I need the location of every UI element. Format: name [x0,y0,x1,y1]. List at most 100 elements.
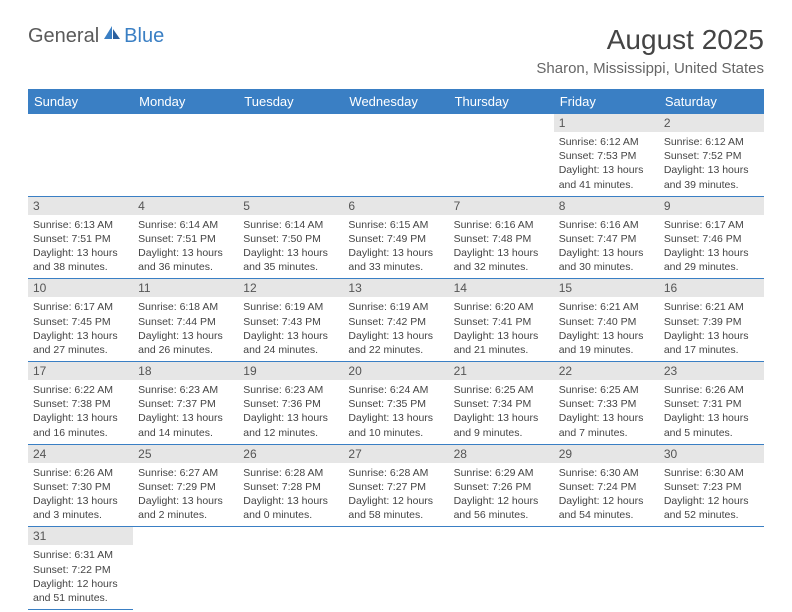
day-details: Sunrise: 6:29 AMSunset: 7:26 PMDaylight:… [449,463,554,527]
weekday-header-row: Sunday Monday Tuesday Wednesday Thursday… [28,89,764,114]
sunset-line: Sunset: 7:38 PM [33,397,128,411]
day-number: 6 [343,197,448,215]
sunset-line: Sunset: 7:47 PM [559,232,654,246]
calendar-row: 17Sunrise: 6:22 AMSunset: 7:38 PMDayligh… [28,362,764,445]
sunset-line: Sunset: 7:53 PM [559,149,654,163]
empty-cell [449,527,554,610]
day-number: 9 [659,197,764,215]
sunset-line: Sunset: 7:49 PM [348,232,443,246]
calendar-row: 24Sunrise: 6:26 AMSunset: 7:30 PMDayligh… [28,444,764,527]
day-cell: 30Sunrise: 6:30 AMSunset: 7:23 PMDayligh… [659,444,764,527]
sunrise-line: Sunrise: 6:20 AM [454,300,549,314]
sunrise-line: Sunrise: 6:28 AM [348,466,443,480]
empty-cell [554,527,659,610]
sunset-line: Sunset: 7:28 PM [243,480,338,494]
day-cell: 20Sunrise: 6:24 AMSunset: 7:35 PMDayligh… [343,362,448,445]
weekday-header: Friday [554,89,659,114]
calendar-row: 1Sunrise: 6:12 AMSunset: 7:53 PMDaylight… [28,114,764,196]
sunset-line: Sunset: 7:30 PM [33,480,128,494]
daylight-line: Daylight: 13 hours and 24 minutes. [243,329,338,357]
day-number: 3 [28,197,133,215]
daylight-line: Daylight: 13 hours and 12 minutes. [243,411,338,439]
daylight-line: Daylight: 13 hours and 36 minutes. [138,246,233,274]
day-details: Sunrise: 6:14 AMSunset: 7:51 PMDaylight:… [133,215,238,279]
calendar-row: 31Sunrise: 6:31 AMSunset: 7:22 PMDayligh… [28,527,764,610]
day-number: 17 [28,362,133,380]
sunrise-line: Sunrise: 6:13 AM [33,218,128,232]
daylight-line: Daylight: 13 hours and 29 minutes. [664,246,759,274]
header: GeneralBlue August 2025 Sharon, Mississi… [28,24,764,77]
day-cell: 27Sunrise: 6:28 AMSunset: 7:27 PMDayligh… [343,444,448,527]
day-number: 12 [238,279,343,297]
day-number: 26 [238,445,343,463]
day-number: 7 [449,197,554,215]
sunrise-line: Sunrise: 6:16 AM [559,218,654,232]
day-cell: 13Sunrise: 6:19 AMSunset: 7:42 PMDayligh… [343,279,448,362]
day-details: Sunrise: 6:26 AMSunset: 7:31 PMDaylight:… [659,380,764,444]
day-details: Sunrise: 6:21 AMSunset: 7:40 PMDaylight:… [554,297,659,361]
day-details: Sunrise: 6:19 AMSunset: 7:42 PMDaylight:… [343,297,448,361]
day-cell: 9Sunrise: 6:17 AMSunset: 7:46 PMDaylight… [659,196,764,279]
empty-cell [449,114,554,196]
day-number: 16 [659,279,764,297]
logo-text-general: General [28,25,99,48]
sunset-line: Sunset: 7:27 PM [348,480,443,494]
daylight-line: Daylight: 13 hours and 7 minutes. [559,411,654,439]
day-cell: 31Sunrise: 6:31 AMSunset: 7:22 PMDayligh… [28,527,133,610]
day-number: 28 [449,445,554,463]
day-number: 30 [659,445,764,463]
sunset-line: Sunset: 7:43 PM [243,315,338,329]
daylight-line: Daylight: 13 hours and 30 minutes. [559,246,654,274]
sunset-line: Sunset: 7:39 PM [664,315,759,329]
sunrise-line: Sunrise: 6:22 AM [33,383,128,397]
calendar-row: 10Sunrise: 6:17 AMSunset: 7:45 PMDayligh… [28,279,764,362]
day-details: Sunrise: 6:16 AMSunset: 7:48 PMDaylight:… [449,215,554,279]
day-cell: 7Sunrise: 6:16 AMSunset: 7:48 PMDaylight… [449,196,554,279]
daylight-line: Daylight: 13 hours and 27 minutes. [33,329,128,357]
day-cell: 11Sunrise: 6:18 AMSunset: 7:44 PMDayligh… [133,279,238,362]
sunset-line: Sunset: 7:40 PM [559,315,654,329]
day-details: Sunrise: 6:26 AMSunset: 7:30 PMDaylight:… [28,463,133,527]
sunrise-line: Sunrise: 6:21 AM [559,300,654,314]
sunrise-line: Sunrise: 6:14 AM [243,218,338,232]
sunrise-line: Sunrise: 6:27 AM [138,466,233,480]
sunset-line: Sunset: 7:45 PM [33,315,128,329]
day-number: 25 [133,445,238,463]
sunrise-line: Sunrise: 6:12 AM [664,135,759,149]
sunrise-line: Sunrise: 6:25 AM [454,383,549,397]
day-cell: 24Sunrise: 6:26 AMSunset: 7:30 PMDayligh… [28,444,133,527]
day-details: Sunrise: 6:22 AMSunset: 7:38 PMDaylight:… [28,380,133,444]
daylight-line: Daylight: 13 hours and 2 minutes. [138,494,233,522]
sunrise-line: Sunrise: 6:23 AM [243,383,338,397]
daylight-line: Daylight: 13 hours and 39 minutes. [664,163,759,191]
sunset-line: Sunset: 7:51 PM [33,232,128,246]
daylight-line: Daylight: 13 hours and 22 minutes. [348,329,443,357]
day-details: Sunrise: 6:25 AMSunset: 7:33 PMDaylight:… [554,380,659,444]
day-cell: 10Sunrise: 6:17 AMSunset: 7:45 PMDayligh… [28,279,133,362]
calendar-table: Sunday Monday Tuesday Wednesday Thursday… [28,89,764,610]
day-number: 18 [133,362,238,380]
sunset-line: Sunset: 7:41 PM [454,315,549,329]
sunset-line: Sunset: 7:50 PM [243,232,338,246]
day-number: 8 [554,197,659,215]
day-details: Sunrise: 6:24 AMSunset: 7:35 PMDaylight:… [343,380,448,444]
day-details: Sunrise: 6:19 AMSunset: 7:43 PMDaylight:… [238,297,343,361]
day-number: 21 [449,362,554,380]
day-details: Sunrise: 6:12 AMSunset: 7:53 PMDaylight:… [554,132,659,196]
day-details: Sunrise: 6:17 AMSunset: 7:45 PMDaylight:… [28,297,133,361]
day-cell: 17Sunrise: 6:22 AMSunset: 7:38 PMDayligh… [28,362,133,445]
day-details: Sunrise: 6:12 AMSunset: 7:52 PMDaylight:… [659,132,764,196]
day-cell: 29Sunrise: 6:30 AMSunset: 7:24 PMDayligh… [554,444,659,527]
weekday-header: Monday [133,89,238,114]
sunset-line: Sunset: 7:46 PM [664,232,759,246]
day-details: Sunrise: 6:31 AMSunset: 7:22 PMDaylight:… [28,545,133,609]
sunset-line: Sunset: 7:42 PM [348,315,443,329]
day-cell: 28Sunrise: 6:29 AMSunset: 7:26 PMDayligh… [449,444,554,527]
empty-cell [238,114,343,196]
day-details: Sunrise: 6:15 AMSunset: 7:49 PMDaylight:… [343,215,448,279]
sunset-line: Sunset: 7:36 PM [243,397,338,411]
weekday-header: Saturday [659,89,764,114]
day-number: 5 [238,197,343,215]
weekday-header: Sunday [28,89,133,114]
day-cell: 8 Sunrise: 6:16 AMSunset: 7:47 PMDaylight… [554,196,659,279]
